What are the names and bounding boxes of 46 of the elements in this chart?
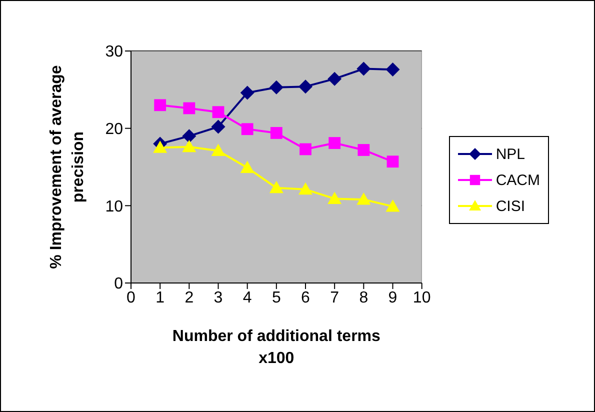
point [328,137,341,149]
point [270,127,282,139]
x-tick-label: 4 [242,289,252,306]
legend-label: CISI [496,198,526,214]
point [269,180,284,194]
point [298,80,312,94]
point [153,140,168,153]
point [182,129,196,144]
x-tick-label: 9 [388,289,398,306]
legend-label: CACM [496,172,540,188]
x-tick-label: 0 [126,289,136,306]
point [182,140,196,152]
point [183,102,196,114]
y-axis-title: % Improvement of average precision [48,65,87,269]
x-tick-label: 1 [156,289,165,306]
y-tick-label: 0 [114,276,124,293]
point [240,160,254,174]
point [358,144,370,156]
point [212,106,224,118]
x-tick-label: 5 [272,289,281,306]
x-tick-label: 3 [214,289,223,306]
legend-label: NPL [496,146,526,162]
point [328,192,342,204]
x-tick-label: 10 [412,289,431,306]
point [356,62,371,76]
point [356,192,371,205]
point [211,120,226,134]
point [386,62,400,77]
x-tick-label: 2 [184,289,194,306]
y-tick-label: 30 [105,44,124,61]
x-tick-label: 8 [359,289,368,306]
point [211,144,226,156]
point [386,199,400,212]
point [328,72,342,86]
y-tick-label: 10 [105,198,124,216]
point [241,123,254,136]
x-tick-label: 7 [330,289,340,306]
point [269,80,284,94]
x-tick-label: 6 [301,289,310,306]
point [298,182,312,195]
x-axis-title: Number of additional terms x100 [172,328,381,367]
point [386,156,399,168]
point [300,143,312,156]
y-tick-label: 20 [105,121,124,138]
point [154,99,166,112]
point [240,86,254,100]
